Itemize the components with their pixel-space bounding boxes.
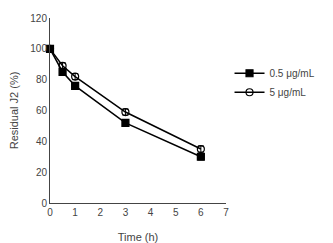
- svg-text:100: 100: [30, 43, 47, 54]
- svg-text:Time (h): Time (h): [118, 231, 159, 243]
- svg-text:1: 1: [72, 207, 78, 218]
- svg-text:7: 7: [223, 207, 229, 218]
- svg-text:5 μg/mL: 5 μg/mL: [270, 87, 307, 98]
- svg-text:Residual J2 (%): Residual J2 (%): [8, 72, 20, 150]
- svg-text:4: 4: [148, 207, 154, 218]
- svg-text:6: 6: [198, 207, 204, 218]
- svg-text:3: 3: [123, 207, 129, 218]
- svg-text:80: 80: [36, 74, 48, 85]
- svg-text:40: 40: [36, 136, 48, 147]
- svg-text:5: 5: [173, 207, 179, 218]
- svg-text:0: 0: [41, 198, 47, 209]
- svg-text:60: 60: [36, 105, 48, 116]
- svg-text:0.5 μg/mL: 0.5 μg/mL: [270, 68, 315, 79]
- svg-text:120: 120: [30, 13, 47, 24]
- svg-text:20: 20: [36, 167, 48, 178]
- svg-text:0: 0: [47, 207, 53, 218]
- svg-text:2: 2: [98, 207, 104, 218]
